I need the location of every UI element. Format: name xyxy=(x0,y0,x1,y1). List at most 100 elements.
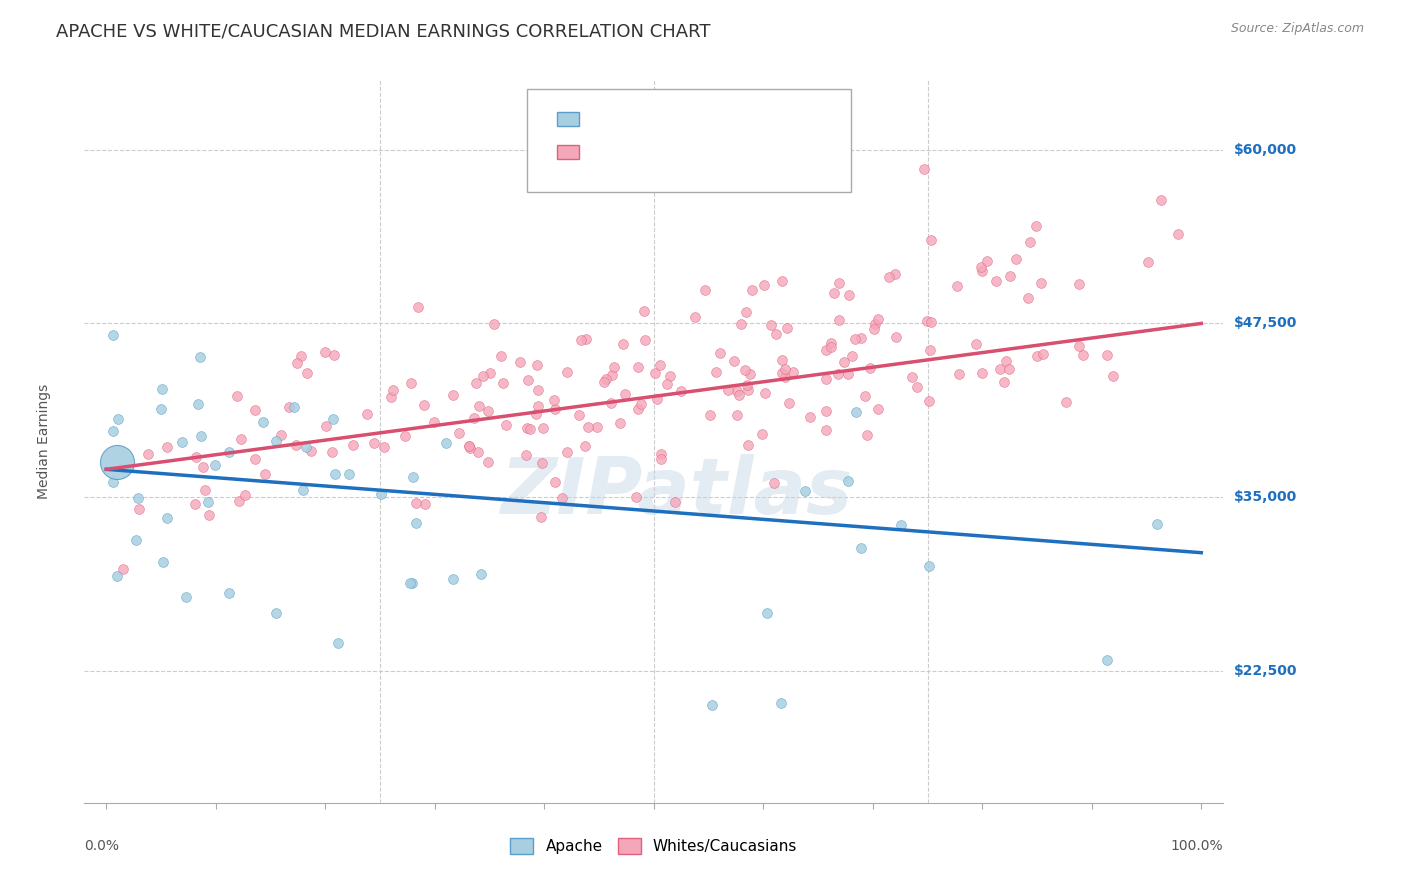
Point xyxy=(150,383,173,397)
Point xyxy=(188,350,211,364)
Point xyxy=(683,310,706,324)
Point xyxy=(592,375,614,389)
Point xyxy=(531,421,554,435)
Point xyxy=(624,490,647,504)
Point xyxy=(356,407,378,421)
Text: R =: R = xyxy=(593,143,633,161)
Point xyxy=(669,384,692,399)
Point xyxy=(633,304,655,318)
Point xyxy=(399,576,422,591)
Point xyxy=(101,425,124,439)
Point xyxy=(901,370,924,384)
Point xyxy=(1026,349,1049,363)
Point xyxy=(467,445,489,459)
Point xyxy=(149,402,172,417)
Point xyxy=(218,445,240,459)
Point xyxy=(1095,653,1118,667)
Point xyxy=(920,233,942,247)
Point xyxy=(112,562,135,576)
Point xyxy=(458,439,481,453)
Point xyxy=(773,362,796,376)
Point xyxy=(555,365,578,379)
Point xyxy=(626,402,648,417)
Point xyxy=(837,367,859,381)
Point xyxy=(866,401,889,416)
Point xyxy=(664,494,686,508)
Point xyxy=(128,501,150,516)
Point xyxy=(402,470,425,484)
Point xyxy=(695,283,717,297)
Point xyxy=(136,447,159,461)
Point xyxy=(458,442,481,456)
Point xyxy=(252,415,274,429)
Point xyxy=(730,317,752,331)
Point xyxy=(380,391,402,405)
Point xyxy=(204,458,226,473)
Point xyxy=(827,367,849,381)
Point xyxy=(603,359,626,374)
Point xyxy=(1067,277,1090,291)
Point xyxy=(704,365,727,379)
Point xyxy=(516,373,538,387)
Point xyxy=(105,569,128,583)
Point xyxy=(856,428,879,442)
Point xyxy=(734,363,756,377)
Point xyxy=(782,365,804,379)
Point xyxy=(655,377,678,392)
Point xyxy=(837,474,859,488)
Text: $22,500: $22,500 xyxy=(1234,664,1298,678)
Point xyxy=(828,277,851,291)
Point xyxy=(197,508,219,522)
Point xyxy=(342,438,364,452)
Text: -0.426: -0.426 xyxy=(651,110,716,128)
Point xyxy=(326,636,349,650)
Point xyxy=(1025,219,1047,233)
Point xyxy=(650,447,672,461)
Point xyxy=(773,369,796,384)
Point xyxy=(555,444,578,458)
Point xyxy=(524,407,547,421)
Point xyxy=(470,566,492,581)
Point xyxy=(373,440,395,454)
Point xyxy=(1102,369,1125,384)
Point xyxy=(1146,516,1168,531)
Text: Median Earnings: Median Earnings xyxy=(38,384,52,500)
Point xyxy=(190,429,212,443)
Text: 0.676: 0.676 xyxy=(651,143,707,161)
Point xyxy=(917,558,939,573)
Point xyxy=(770,696,793,710)
Point xyxy=(602,368,624,382)
Point xyxy=(814,343,837,358)
Point xyxy=(917,393,939,408)
Point xyxy=(253,467,276,482)
Point xyxy=(172,434,194,449)
Point xyxy=(233,488,256,502)
Point xyxy=(595,372,617,386)
Point xyxy=(370,487,392,501)
Point xyxy=(226,389,249,403)
Text: N =: N = xyxy=(724,110,763,128)
Point xyxy=(482,317,505,331)
Point xyxy=(1150,194,1173,208)
Point xyxy=(994,354,1017,368)
Text: 200: 200 xyxy=(766,143,804,161)
Point xyxy=(976,254,998,268)
Point xyxy=(799,410,821,425)
Point xyxy=(970,263,993,277)
Text: 100.0%: 100.0% xyxy=(1171,838,1223,853)
Point xyxy=(516,421,538,435)
Point xyxy=(737,438,759,452)
Point xyxy=(245,402,267,417)
Point xyxy=(650,452,672,467)
Point xyxy=(921,315,943,329)
Point xyxy=(866,311,889,326)
Text: ZIPatlas: ZIPatlas xyxy=(501,454,852,530)
Point xyxy=(413,497,436,511)
Point xyxy=(1019,235,1042,249)
Point xyxy=(905,379,928,393)
Point xyxy=(527,383,550,397)
Point xyxy=(218,586,240,600)
Point xyxy=(770,274,793,288)
Point xyxy=(737,383,759,397)
Point xyxy=(551,491,574,506)
